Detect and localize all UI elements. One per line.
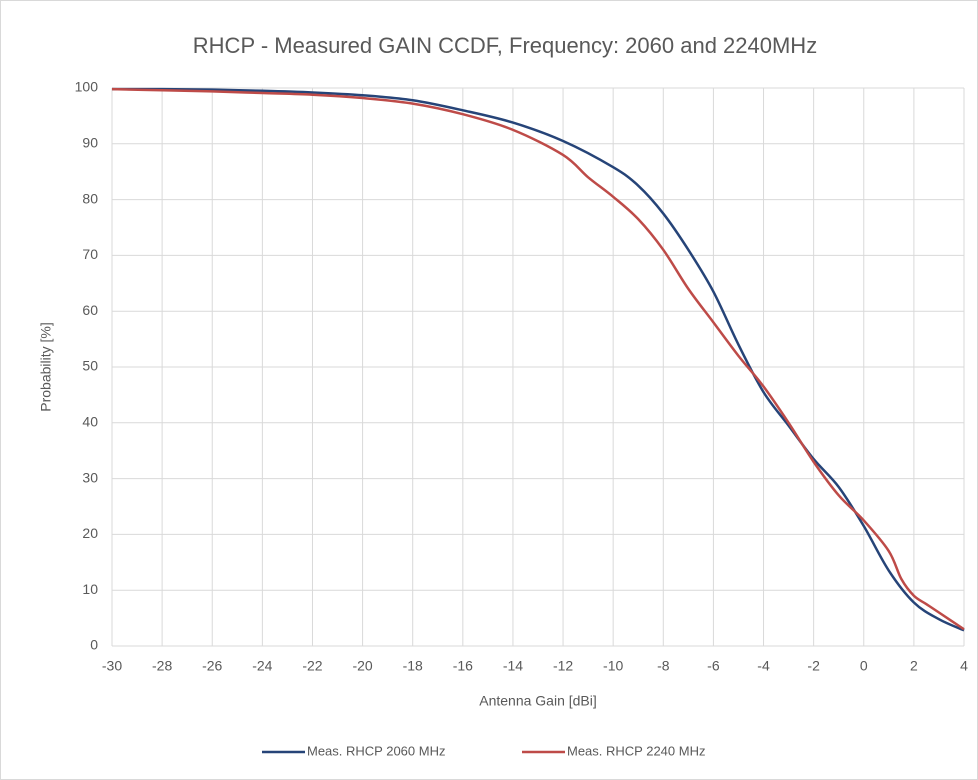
x-tick-label: -8 (657, 658, 670, 674)
legend-label: Meas. RHCP 2240 MHz (567, 743, 705, 758)
y-tick-label: 30 (82, 469, 98, 485)
y-axis-title: Probability [%] (38, 322, 54, 411)
x-tick-label: -26 (202, 658, 222, 674)
x-tick-label: 4 (960, 658, 968, 674)
x-tick-label: 0 (860, 658, 868, 674)
x-tick-label: -30 (102, 658, 122, 674)
y-tick-label: 80 (82, 190, 98, 206)
y-tick-label: 40 (82, 414, 98, 430)
x-tick-label: -2 (807, 658, 820, 674)
x-tick-label: -12 (553, 658, 573, 674)
x-tick-label: -24 (252, 658, 272, 674)
series-line (111, 87, 965, 631)
y-tick-label: 10 (82, 581, 98, 597)
x-tick-label: -4 (757, 658, 770, 674)
y-tick-label: 100 (75, 79, 99, 95)
y-tick-label: 20 (82, 525, 98, 541)
x-axis-title: Antenna Gain [dBi] (479, 693, 597, 709)
x-tick-label: -22 (302, 658, 322, 674)
x-tick-label: -18 (403, 658, 423, 674)
y-tick-label: 60 (82, 302, 98, 318)
chart-title: RHCP - Measured GAIN CCDF, Frequency: 20… (193, 33, 817, 58)
x-tick-label: -16 (453, 658, 473, 674)
x-tick-label: -14 (503, 658, 523, 674)
x-tick-label: -6 (707, 658, 720, 674)
x-tick-label: -20 (352, 658, 372, 674)
x-tick-label: -28 (152, 658, 172, 674)
y-tick-label: 90 (82, 135, 98, 151)
y-tick-label: 50 (82, 358, 98, 374)
series-line (111, 87, 965, 632)
legend-label: Meas. RHCP 2060 MHz (307, 743, 445, 758)
x-tick-label: 2 (910, 658, 918, 674)
y-tick-label: 0 (90, 637, 98, 653)
x-tick-label: -10 (603, 658, 623, 674)
y-tick-label: 70 (82, 246, 98, 262)
